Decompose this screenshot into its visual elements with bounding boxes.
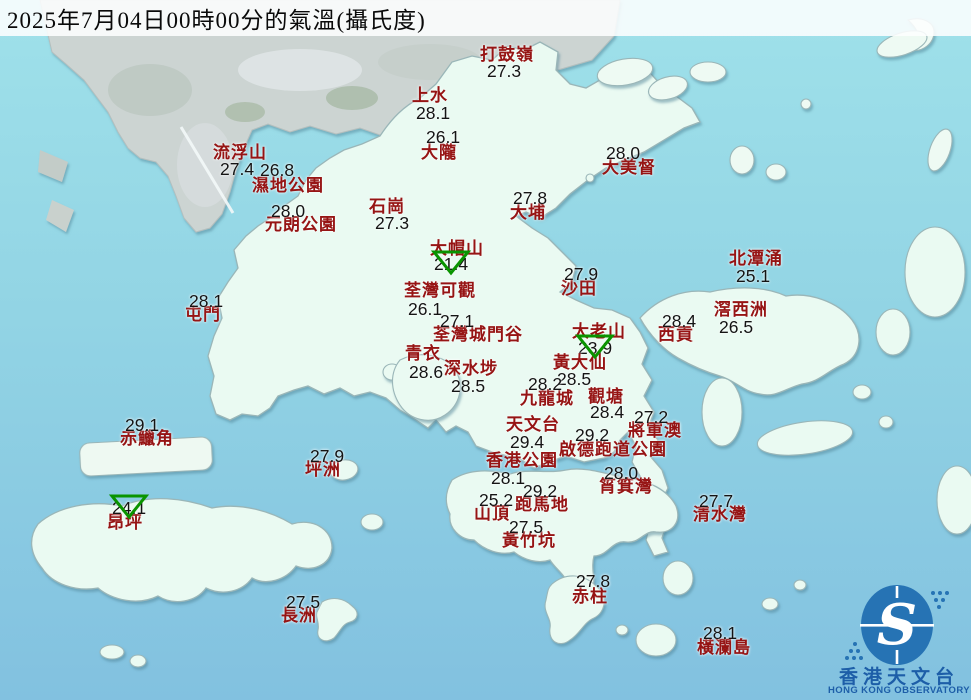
station-temperature-value: 26.1 [408,299,443,319]
page-title: 2025年7月04日00時00分的氣溫(攝氏度) [7,8,426,33]
station-temperature-value: 28.4 [662,311,697,331]
station-temperature-value: 28.1 [491,468,526,488]
station-name-label: 赤柱 [572,587,608,606]
station-name-label: 北潭涌 [729,249,783,268]
station-name-label: 大隴 [421,143,457,162]
station-temperature-value: 26.8 [260,160,295,180]
station-temperature-value: 27.4 [220,159,255,179]
station-temperature-value: 27.5 [509,517,544,537]
station-name-label: 青衣 [405,344,441,363]
station-name-label: 跑馬地 [515,495,569,514]
station-name-label: 清水灣 [693,505,747,524]
station-name-label: 將軍澳 [628,421,682,440]
station-name-label: 坪洲 [305,460,341,479]
station-name-label: 天文台 [506,415,560,434]
station-temperature-value: 28.0 [606,143,641,163]
station-temperature-value: 27.9 [564,264,599,284]
station-name-label: 九龍城 [520,389,574,408]
station-temperature-value: 29.2 [575,425,610,445]
hko-logo-name-chinese: 香港天文台 [838,667,959,688]
station-temperature-value: 28.4 [590,402,625,422]
station-temperature-value: 27.8 [513,188,548,208]
station-temperature-value: 27.8 [576,571,611,591]
station-name-label: 屯門 [185,305,221,324]
station-temperature-value: 28.0 [271,201,306,221]
hong-kong-island [445,468,679,605]
sai-kung-islands [701,226,971,535]
shenzhen-bay-bridge [179,126,235,214]
station-temperature-value: 28.0 [604,463,639,483]
station-name-label: 觀塘 [588,387,624,406]
station-temperature-value: 25.1 [736,266,771,286]
station-name-label: 香港公園 [486,451,558,470]
station-temperature-value: 28.1 [703,623,738,643]
station-name-label: 上水 [412,86,448,105]
station-temperature-value: 27.2 [634,407,669,427]
station-temperature-value: 28.5 [451,376,486,396]
station-temperature-value: 28.2 [528,374,563,394]
station-temperature-value: 21.4 [434,254,469,274]
station-name-label: 赤鱲角 [120,429,174,448]
hko-logo-name-english: HONG KONG OBSERVATORY [828,685,970,696]
station-temperature-value: 25.2 [479,490,514,510]
station-name-label: 大埔 [510,203,546,222]
station-temperature-value: 27.7 [699,491,734,511]
station-name-label: 長洲 [281,606,317,625]
station-name-label: 濕地公園 [252,176,324,195]
station-temperature-value: 28.6 [409,362,444,382]
station-name-label: 深水埗 [444,359,498,378]
station-temperature-value: 29.1 [125,415,160,435]
station-temperature-value: 24.1 [112,498,147,518]
station-temperature-value: 29.2 [523,481,558,501]
station-name-label: 黃竹坑 [502,531,556,550]
hko-logo: S 香港天文台 HONG KONG OBSERVATORY [827,582,971,700]
outlying-islands [99,173,807,668]
station-name-label: 大美督 [602,158,656,177]
station-name-label: 山頂 [474,504,510,523]
station-temperature-value: 27.9 [310,446,345,466]
station-name-label: 荃灣城門谷 [433,325,523,344]
hko-logo-icon: S [845,585,949,665]
sai-kung-peninsula [639,287,860,396]
station-name-label: 滘西洲 [714,300,768,319]
station-name-label: 西貢 [658,325,694,344]
station-name-label: 橫瀾島 [697,638,751,657]
station-temperature-value: 27.3 [375,213,410,233]
station-name-label: 流浮山 [213,143,267,162]
station-temperature-value: 27.1 [440,311,475,331]
station-name-label: 元朗公園 [265,215,337,234]
station-temperature-value: 29.4 [510,432,545,452]
station-temperature-value: 26.1 [426,127,461,147]
station-temperature-value: 27.5 [286,592,321,612]
svg-text:S: S [877,592,917,658]
station-temperature-value: 28.5 [557,369,592,389]
station-name-label: 啟德跑道公園 [559,440,667,459]
station-name-label: 筲箕灣 [599,477,653,496]
station-name-label: 沙田 [561,279,597,298]
station-name-label: 打鼓嶺 [480,45,534,64]
airport-island [79,436,213,477]
station-temperature-value: 28.1 [416,103,451,123]
station-temperature-value: 26.5 [719,317,754,337]
station-temperature-value: 28.1 [189,291,224,311]
station-name-label: 石崗 [369,197,405,216]
station-name-label: 荃灣可觀 [404,281,476,300]
title-bar: 2025年7月04日00時00分的氣溫(攝氏度) [0,0,971,36]
station-temperature-value: 27.3 [487,61,522,81]
lantau-island [31,497,333,603]
